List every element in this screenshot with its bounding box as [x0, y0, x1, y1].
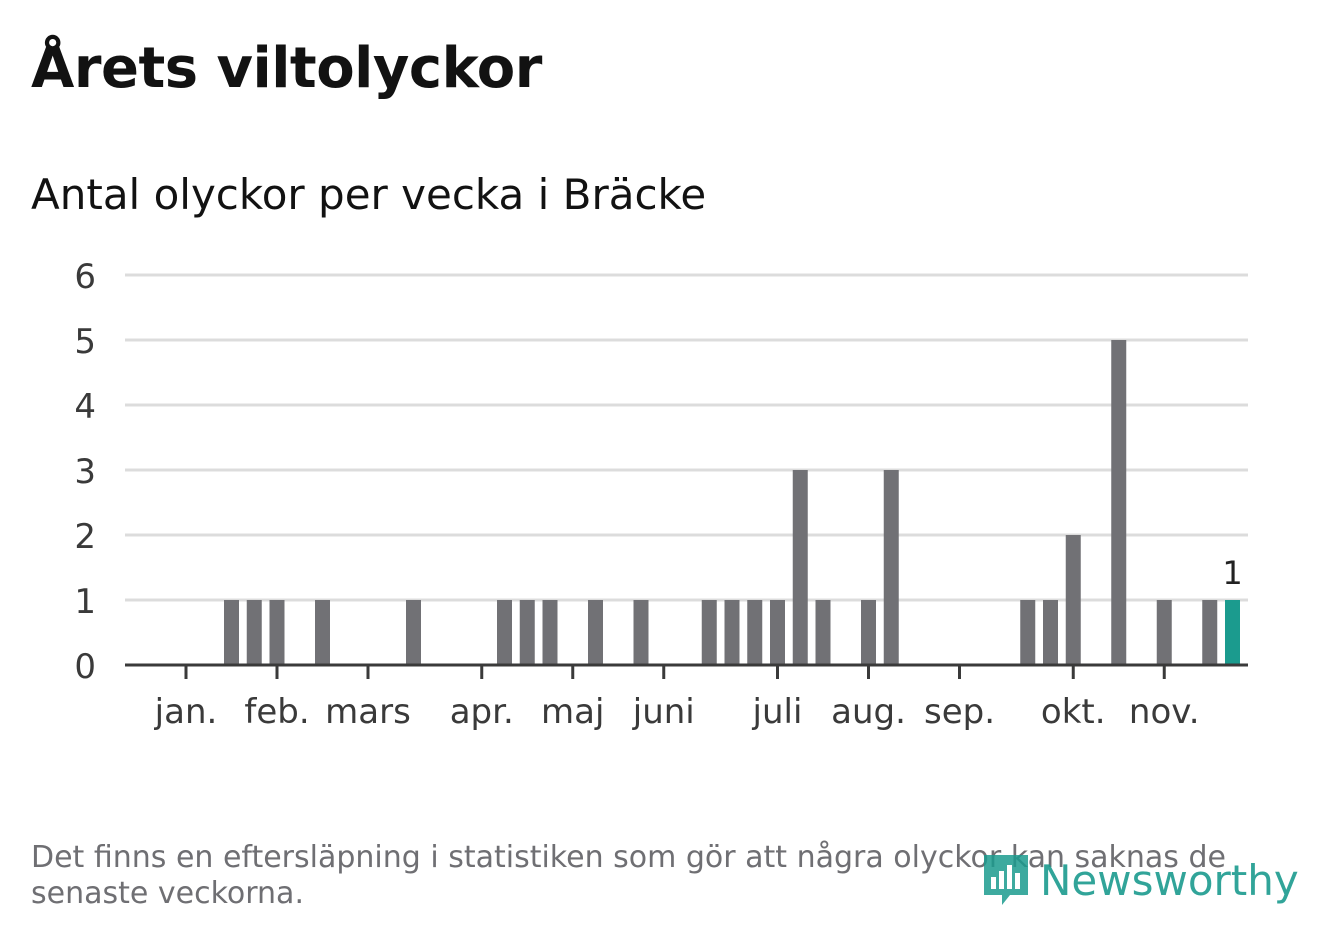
bar — [224, 600, 239, 665]
bar — [269, 600, 285, 665]
x-tick-label: jan. — [154, 692, 218, 732]
y-tick-label: 0 — [74, 647, 96, 687]
x-tick-label: sep. — [924, 692, 995, 732]
bar — [246, 600, 262, 665]
x-axis: jan. feb. mars apr. maj juni juli aug. sep. okt. n… — [125, 663, 1248, 732]
y-tick-label: 4 — [74, 387, 96, 427]
x-tick-label: maj — [541, 692, 604, 732]
bar-current-week — [1225, 600, 1240, 665]
x-tick-label: juli — [752, 692, 803, 732]
bar-chart: 0 1 2 3 4 5 6 jan. feb. mars apr. maj juni juli aug. s… — [74, 257, 1248, 732]
y-tick-label: 6 — [74, 257, 96, 297]
chart-title: Årets viltolyckor — [31, 36, 542, 101]
x-tick-label: apr. — [450, 692, 514, 732]
bar — [1202, 600, 1218, 665]
newsworthy-logo-icon — [984, 855, 1028, 905]
x-tick-label: feb. — [244, 692, 309, 732]
bars — [224, 340, 1240, 665]
bar — [747, 600, 763, 665]
bar — [724, 600, 740, 665]
x-tick-label: mars — [325, 692, 411, 732]
data-label: 1 — [1222, 554, 1242, 592]
y-tick-label: 2 — [74, 517, 96, 557]
gridlines — [125, 273, 1248, 602]
bar — [792, 470, 808, 665]
chart-subtitle: Antal olyckor per vecka i Bräcke — [31, 170, 707, 219]
bar — [861, 600, 876, 665]
bar — [588, 600, 603, 665]
bar — [883, 470, 899, 665]
bar — [406, 600, 421, 665]
bar — [633, 600, 649, 665]
x-tick-label: juni — [632, 692, 695, 732]
y-tick-label: 5 — [74, 322, 96, 362]
x-tick-label: aug. — [831, 692, 906, 732]
x-tick-label: okt. — [1041, 692, 1106, 732]
newsworthy-logo: Newsworthy — [980, 850, 1299, 910]
bar — [519, 600, 535, 665]
bar — [815, 600, 831, 665]
bar — [1043, 600, 1058, 665]
bar — [701, 600, 717, 665]
x-tick-label: nov. — [1129, 692, 1200, 732]
y-axis-ticks: 0 1 2 3 4 5 6 — [74, 257, 96, 687]
bar — [315, 600, 330, 665]
bar — [1020, 600, 1036, 665]
y-tick-label: 3 — [74, 452, 96, 492]
bar — [770, 600, 785, 665]
y-tick-label: 1 — [74, 582, 96, 622]
data-labels: 1 — [1222, 554, 1242, 592]
bar — [1111, 340, 1127, 665]
bar — [1065, 535, 1081, 665]
bar — [542, 600, 558, 665]
bar — [497, 600, 512, 665]
bar — [1156, 600, 1172, 665]
logo-text: Newsworthy — [1040, 855, 1299, 905]
